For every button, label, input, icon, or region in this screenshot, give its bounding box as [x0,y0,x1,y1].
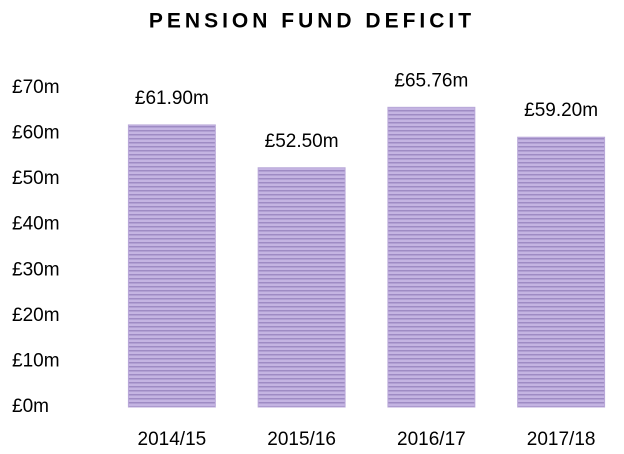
y-tick-label: £20m [12,305,60,326]
bar [127,124,216,408]
y-tick-label: £50m [12,168,60,189]
data-label: £59.20m [524,100,598,121]
bar [257,167,346,408]
y-tick-label: £60m [12,123,60,144]
y-tick-label: £70m [12,77,60,98]
data-label: £61.90m [135,88,209,109]
y-tick-label: £10m [12,350,60,371]
x-tick-label: 2014/15 [138,429,207,450]
x-tick-label: 2016/17 [397,429,466,450]
bar [387,106,476,408]
x-tick-label: 2017/18 [527,429,596,450]
chart-title: PENSION FUND DEFICIT [149,10,475,33]
data-label: £65.76m [394,70,468,91]
y-tick-label: £30m [12,259,60,280]
y-tick-label: £0m [12,396,49,417]
data-label: £52.50m [265,131,339,152]
bar [517,136,606,408]
x-tick-label: 2015/16 [267,429,336,450]
y-tick-label: £40m [12,214,60,235]
